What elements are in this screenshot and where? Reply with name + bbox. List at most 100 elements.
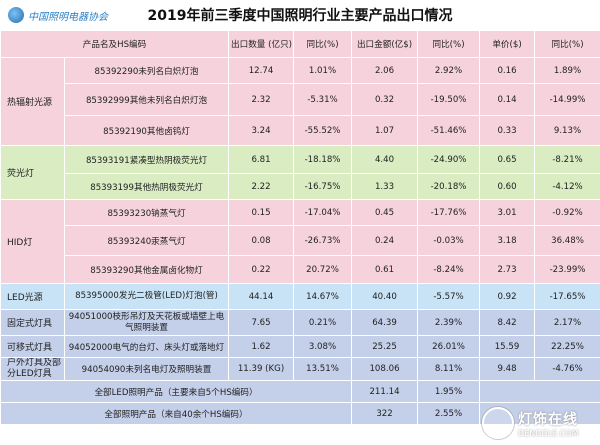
table-row: 热辐射光源 85392290未列名白炽灯泡 12.74 1.01% 2.06 2.92% 0… bbox=[0, 57, 600, 146]
cell-amt: 0.24 bbox=[351, 225, 419, 256]
cell-price: 0.60 bbox=[479, 173, 536, 200]
table-row: 户外灯具及部分LED灯具 94054090未列名电灯及照明装置 11.39 (KG)… bbox=[0, 357, 600, 381]
cell-qty-yoy: 14.67% bbox=[293, 283, 353, 310]
cell-product: 85392190其他卤钨灯 bbox=[63, 115, 230, 146]
cell-price-yoy: -8.21% bbox=[534, 145, 600, 174]
cell-amt-yoy: -19.50% bbox=[417, 83, 481, 116]
cell-product: 85393230钠蒸气灯 bbox=[63, 199, 230, 226]
header-amt-yoy: 同比(%) bbox=[417, 30, 481, 58]
cell-amt: 1.33 bbox=[351, 173, 419, 200]
total-amt: 322 bbox=[351, 402, 419, 425]
cell-amt: 4.40 bbox=[351, 145, 419, 174]
total-amt: 211.14 bbox=[351, 380, 419, 403]
cell-amt: 0.61 bbox=[351, 255, 419, 284]
cell-product: 85393199其他热阴极荧光灯 bbox=[63, 173, 230, 200]
table-row: 85393199其他热阴极荧光灯 2.22 -16.75% 1.33 -20.18% 0.… bbox=[0, 173, 600, 200]
cell-amt: 25.25 bbox=[351, 335, 419, 358]
cell-price-yoy: -0.92% bbox=[534, 199, 600, 226]
cell-product: 94054090未列名电灯及照明装置 bbox=[63, 357, 230, 381]
table-row: 85393290其他金属卤化物灯 0.22 20.72% 0.61 -8.24% 2.73… bbox=[0, 255, 600, 284]
group-label: 户外灯具及部分LED灯具 bbox=[0, 357, 65, 381]
table-row: 85392190其他卤钨灯 3.24 -55.52% 1.07 -51.46% 0.33 9… bbox=[0, 115, 600, 146]
cell-amt-yoy: -8.24% bbox=[417, 255, 481, 284]
cell-price: 0.14 bbox=[479, 83, 536, 116]
cell-amt: 2.06 bbox=[351, 57, 419, 84]
cell-amt-yoy: 2.39% bbox=[417, 309, 481, 336]
cell-price-yoy: 9.13% bbox=[534, 115, 600, 146]
table-row: 固定式灯具 94051000枝形吊灯及天花板或墙壁上电气照明装置 7.65 0.21%… bbox=[0, 309, 600, 336]
group-label: 可移式灯具 bbox=[0, 335, 65, 358]
watermark-en: DENGGLE.COM bbox=[518, 428, 579, 438]
watermark: 灯饰在线 DENGGLE.COM bbox=[482, 405, 592, 441]
cell-price: 0.65 bbox=[479, 145, 536, 174]
cell-amt-yoy: -5.57% bbox=[417, 283, 481, 310]
logo-mark-icon bbox=[8, 7, 24, 23]
header: 中国照明电器协会 2019年前三季度中国照明行业主要产品出口情况 bbox=[0, 0, 600, 30]
cell-price-yoy: 22.25% bbox=[534, 335, 600, 358]
cell-amt-yoy: 2.92% bbox=[417, 57, 481, 84]
cell-price: 3.01 bbox=[479, 199, 536, 226]
cell-amt: 1.07 bbox=[351, 115, 419, 146]
cell-qty-yoy: 20.72% bbox=[293, 255, 353, 284]
table-row: HID灯 85393230钠蒸气灯 0.15 -17.04% 0.45 -17.76% 3.… bbox=[0, 199, 600, 284]
cell-price-yoy: 1.89% bbox=[534, 57, 600, 84]
cell-price: 8.42 bbox=[479, 309, 536, 336]
cell-product: 85393290其他金属卤化物灯 bbox=[63, 255, 230, 284]
table-row: 可移式灯具 94052000电气的台灯、床头灯或落地灯 1.62 3.08% 25.25… bbox=[0, 335, 600, 358]
cell-qty: 2.22 bbox=[228, 173, 295, 200]
group-label: LED光源 bbox=[0, 283, 65, 310]
cell-qty-yoy: -5.31% bbox=[293, 83, 353, 116]
cell-price-yoy: -4.76% bbox=[534, 357, 600, 381]
table-row: 85393240汞蒸气灯 0.08 -26.73% 0.24 -0.03% 3.18 36.… bbox=[0, 225, 600, 256]
watermark-logo-icon bbox=[482, 407, 514, 439]
cell-price-yoy: 2.17% bbox=[534, 309, 600, 336]
total-amt-yoy: 1.95% bbox=[417, 380, 481, 403]
cell-price-yoy: -4.12% bbox=[534, 173, 600, 200]
total-row: 全部照明产品（来自40余个HS编码） 322 2.55% bbox=[0, 402, 600, 425]
header-price: 单价($) bbox=[479, 30, 536, 58]
group-label: 荧光灯 bbox=[0, 145, 65, 200]
cell-qty-yoy: -17.04% bbox=[293, 199, 353, 226]
cell-qty: 11.39 (KG) bbox=[228, 357, 295, 381]
cell-qty: 44.14 bbox=[228, 283, 295, 310]
cell-qty: 2.32 bbox=[228, 83, 295, 116]
table-row: 荧光灯 85393191紧凑型热阴极荧光灯 6.81 -18.18% 4.40 -24.9… bbox=[0, 145, 600, 200]
cell-qty: 12.74 bbox=[228, 57, 295, 84]
cell-amt-yoy: -20.18% bbox=[417, 173, 481, 200]
cell-product: 85393240汞蒸气灯 bbox=[63, 225, 230, 256]
header-product: 产品名及HS编码 bbox=[0, 30, 230, 58]
page-title: 2019年前三季度中国照明行业主要产品出口情况 bbox=[147, 8, 453, 24]
cell-product: 85392290未列名白炽灯泡 bbox=[63, 57, 230, 84]
table-body: 热辐射光源 85392290未列名白炽灯泡 12.74 1.01% 2.06 2.92% 0… bbox=[0, 57, 600, 425]
cell-qty: 1.62 bbox=[228, 335, 295, 358]
cell-product: 85392999其他未列名白炽灯泡 bbox=[63, 83, 230, 116]
total-label: 全部照明产品（来自40余个HS编码） bbox=[0, 402, 353, 425]
cell-price-yoy: -23.99% bbox=[534, 255, 600, 284]
cell-product: 94051000枝形吊灯及天花板或墙壁上电气照明装置 bbox=[63, 309, 230, 336]
cell-price: 9.48 bbox=[479, 357, 536, 381]
cell-qty: 6.81 bbox=[228, 145, 295, 174]
cell-price-yoy: 36.48% bbox=[534, 225, 600, 256]
cell-qty: 0.22 bbox=[228, 255, 295, 284]
cell-amt: 64.39 bbox=[351, 309, 419, 336]
table-row: 85392999其他未列名白炽灯泡 2.32 -5.31% 0.32 -19.50% 0.… bbox=[0, 83, 600, 116]
cell-price: 0.92 bbox=[479, 283, 536, 310]
cell-qty: 7.65 bbox=[228, 309, 295, 336]
cell-amt-yoy: 8.11% bbox=[417, 357, 481, 381]
cell-qty-yoy: 3.08% bbox=[293, 335, 353, 358]
cell-price: 15.59 bbox=[479, 335, 536, 358]
cell-amt-yoy: -51.46% bbox=[417, 115, 481, 146]
logo-text: 中国照明电器协会 bbox=[28, 11, 108, 23]
header-amt: 出口金额(亿$) bbox=[351, 30, 419, 58]
cell-qty: 0.15 bbox=[228, 199, 295, 226]
cell-amt: 0.45 bbox=[351, 199, 419, 226]
cell-amt: 40.40 bbox=[351, 283, 419, 310]
total-amt-yoy: 2.55% bbox=[417, 402, 481, 425]
cell-price-yoy: -14.99% bbox=[534, 83, 600, 116]
cell-amt-yoy: -17.76% bbox=[417, 199, 481, 226]
logo: 中国照明电器协会 bbox=[8, 6, 108, 24]
cell-qty-yoy: -16.75% bbox=[293, 173, 353, 200]
table-header-row: 产品名及HS编码 出口数量 (亿只) 同比(%) 出口金额(亿$) 同比(%) … bbox=[0, 30, 600, 58]
watermark-cn: 灯饰在线 bbox=[518, 411, 578, 428]
cell-qty: 0.08 bbox=[228, 225, 295, 256]
